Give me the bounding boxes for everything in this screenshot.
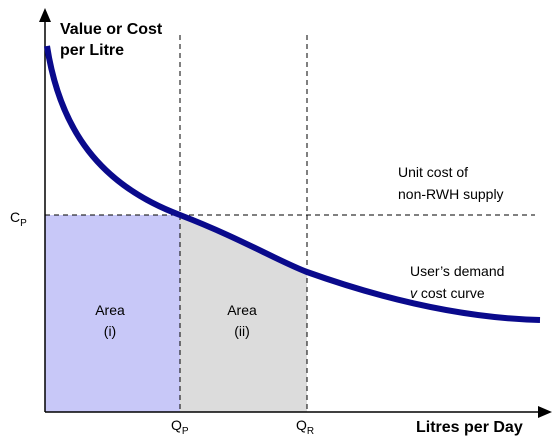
qr-sub: R xyxy=(307,426,314,437)
x-label: Litres per Day xyxy=(416,419,523,436)
cp-main: C xyxy=(10,209,20,225)
demand-rest: cost curve xyxy=(421,285,485,301)
qp-sub: P xyxy=(182,426,189,437)
cp-label: CP xyxy=(10,209,27,229)
area-i xyxy=(45,215,180,412)
qr-label: QR xyxy=(296,417,314,437)
area-label: (ii) xyxy=(234,323,250,339)
cost-note: non-RWH supply xyxy=(398,186,504,202)
demand-note: v cost curve xyxy=(410,285,485,301)
x-arrow xyxy=(538,406,552,418)
area-title: Area xyxy=(227,302,257,318)
y-arrow xyxy=(39,8,51,22)
y-label: Value or Cost xyxy=(60,21,163,38)
area-label: (i) xyxy=(104,323,116,339)
demand-italic: v xyxy=(410,285,418,301)
qp-label: QP xyxy=(171,417,189,437)
qp-main: Q xyxy=(171,417,182,433)
area-ii xyxy=(180,215,307,412)
cost-note: Unit cost of xyxy=(398,164,468,180)
y-label: per Litre xyxy=(60,42,124,59)
qr-main: Q xyxy=(296,417,307,433)
demand-curve xyxy=(44,45,541,323)
area-title: Area xyxy=(95,302,125,318)
demand-note: User’s demand xyxy=(410,263,504,279)
cp-sub: P xyxy=(20,218,27,229)
